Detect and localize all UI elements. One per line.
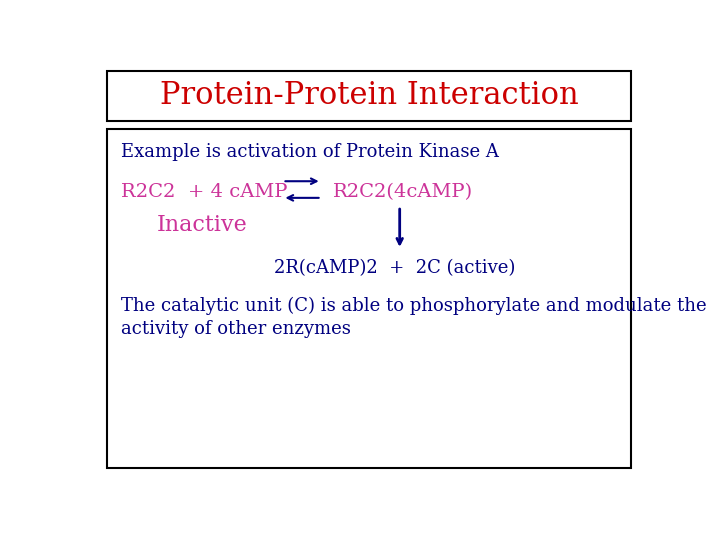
Text: Example is activation of Protein Kinase A: Example is activation of Protein Kinase … [121,143,498,161]
Text: activity of other enzymes: activity of other enzymes [121,320,351,338]
Bar [107,71,631,121]
Bar [107,129,631,468]
Text: R2C2(4cAMP): R2C2(4cAMP) [333,183,473,201]
Text: R2C2  + 4 cAMP: R2C2 + 4 cAMP [121,183,287,201]
Text: The catalytic unit (C) is able to phosphorylate and modulate the: The catalytic unit (C) is able to phosph… [121,297,706,315]
Text: Inactive: Inactive [157,214,248,236]
Text: Protein-Protein Interaction: Protein-Protein Interaction [160,80,578,111]
Text: 2R(cAMP)2  +  2C (active): 2R(cAMP)2 + 2C (active) [274,260,516,278]
